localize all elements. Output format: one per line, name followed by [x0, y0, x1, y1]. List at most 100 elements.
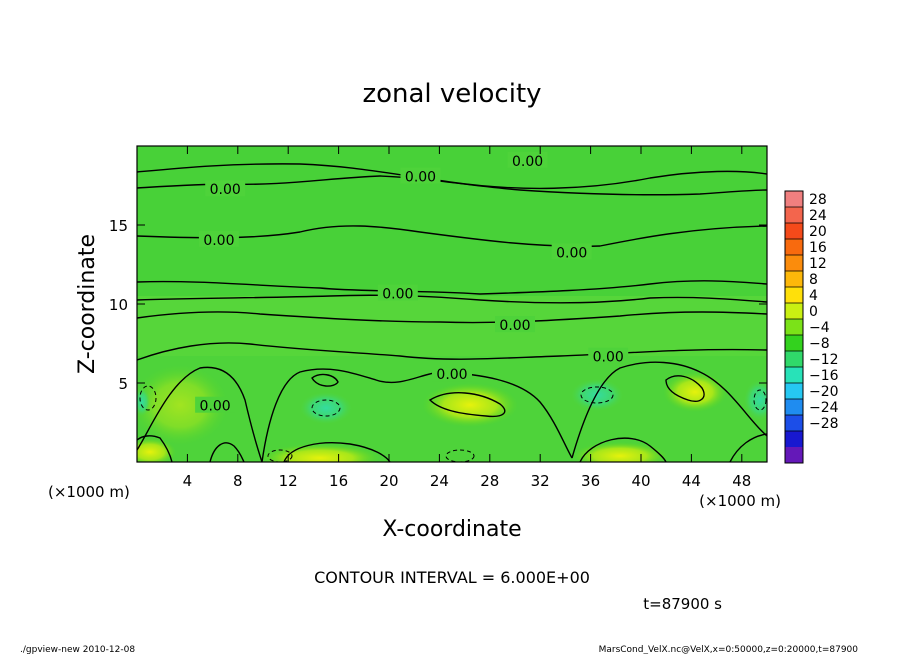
- y-axis-label: Z-coordinate: [75, 234, 100, 374]
- y-tick-label: 15: [109, 217, 128, 235]
- pos-anomaly: [260, 444, 380, 462]
- colorbar-swatch: [785, 319, 803, 336]
- colorbar-swatch: [785, 303, 803, 320]
- contour-interval-text: CONTOUR INTERVAL = 6.000E+00: [314, 568, 590, 587]
- colorbar-swatch: [785, 415, 803, 432]
- contour-lines: [137, 163, 767, 462]
- contour-label-bg: [495, 316, 535, 333]
- contour-line: [137, 435, 173, 462]
- time-label: t=87900 s: [643, 595, 722, 613]
- contour-label: 0.00: [382, 287, 413, 303]
- contour-line: [261, 368, 573, 462]
- contour-label-bg: [205, 180, 246, 197]
- contour-label-bg: [432, 365, 472, 382]
- negative-contour: [267, 449, 293, 462]
- x-tick-label: 24: [430, 472, 449, 490]
- colorbar-swatch: [785, 223, 803, 240]
- contour-label-bg: [195, 396, 236, 413]
- contour-line: [283, 442, 391, 462]
- x-tick-label: 36: [581, 472, 600, 490]
- contour-line: [209, 442, 245, 462]
- x-tick-label: 12: [279, 472, 298, 490]
- x-tick-label: 32: [531, 472, 550, 490]
- contour-line: [137, 280, 767, 295]
- contour-line: [571, 361, 767, 459]
- colorbar-swatch: [785, 431, 803, 448]
- colorbar-label: −20: [809, 384, 839, 400]
- contour-line: [729, 433, 767, 462]
- colorbar-label: −16: [809, 368, 839, 384]
- contour-label: 0.00: [556, 245, 587, 261]
- negative-contour: [311, 399, 341, 417]
- colorbar-swatch: [785, 447, 803, 464]
- colorbar-label: 12: [809, 256, 827, 272]
- x-tick-label: 44: [682, 472, 701, 490]
- contour-line: [137, 225, 767, 247]
- negative-contour: [580, 386, 614, 404]
- colorbar-swatch: [785, 335, 803, 352]
- contour-label-bg: [551, 243, 592, 260]
- colorbar-swatch: [785, 383, 803, 400]
- contour-line: [428, 392, 506, 418]
- colorbar-label: −12: [809, 352, 839, 368]
- x-unit-left: (×1000 m): [48, 483, 130, 501]
- plot-area: 0.00 0.00 0.00 0.00 0.00 0.00 0.00 0.00 0.00 0.00: [137, 146, 767, 462]
- colorbar-label: −4: [809, 320, 830, 336]
- contour-label: 0.00: [210, 182, 241, 198]
- x-axis-ticks: 4 8 12 16 20 24 28 32 36 40 44 48: [183, 146, 751, 490]
- colorbar-label: 8: [809, 272, 818, 288]
- colorbar-swatch: [785, 399, 803, 416]
- y-tick-label: 5: [118, 375, 128, 393]
- neg-anomaly: [137, 388, 150, 416]
- contour-label-bg: [377, 284, 418, 301]
- colorbar-swatch: [785, 255, 803, 272]
- neg-anomaly: [744, 380, 767, 420]
- x-unit-right: (×1000 m): [699, 492, 781, 510]
- colorbar-swatch: [785, 191, 803, 208]
- colorbar-swatch: [785, 367, 803, 384]
- colorbar-label: 20: [809, 224, 827, 240]
- colorbar-swatch: [785, 351, 803, 368]
- x-tick-label: 40: [631, 472, 650, 490]
- negative-contour: [753, 389, 767, 411]
- colorbar-label: 4: [809, 288, 818, 304]
- contour-line: [311, 373, 339, 387]
- y-tick-label: 10: [109, 296, 128, 314]
- colorbar-label: 16: [809, 240, 827, 256]
- x-tick-label: 4: [183, 472, 193, 490]
- x-tick-label: 28: [480, 472, 499, 490]
- chart-title: zonal velocity: [362, 79, 541, 109]
- contour-label: 0.00: [436, 367, 467, 383]
- neg-anomaly: [300, 392, 352, 424]
- negative-contour: [445, 449, 475, 462]
- contour-label: 0.00: [593, 350, 624, 366]
- x-axis-label: X-coordinate: [382, 517, 521, 542]
- negative-contours: [139, 385, 767, 462]
- colorbar-swatch: [785, 271, 803, 288]
- contour-label: 0.00: [512, 154, 543, 170]
- contour-line: [579, 437, 667, 462]
- pos-anomaly: [572, 442, 668, 462]
- colorbar-label: −28: [809, 416, 839, 432]
- contour-label-group: 0.00 0.00 0.00 0.00 0.00 0.00 0.00 0.00 0.00 0.00: [195, 151, 629, 415]
- neg-anomaly: [571, 379, 623, 411]
- negative-contour: [139, 385, 157, 411]
- contour-line: [137, 294, 767, 304]
- pos-anomaly: [663, 372, 727, 412]
- colorbar-swatch: [785, 239, 803, 256]
- x-tick-label: 20: [379, 472, 398, 490]
- middle-band: [137, 296, 767, 356]
- colorbar-label: −24: [809, 400, 839, 416]
- x-tick-label: 16: [329, 472, 348, 490]
- contour-label-bg: [507, 151, 548, 168]
- contour-label: 0.00: [200, 399, 231, 415]
- contour-line: [137, 342, 767, 361]
- y-axis-ticks: 5 10 15: [109, 217, 767, 393]
- colorbar-label: 0: [809, 304, 818, 320]
- colorbar-label: 24: [809, 208, 827, 224]
- footer-right: MarsCond_VelX.nc@VelX,x=0:50000,z=0:2000…: [599, 645, 859, 654]
- contour-label-bg: [198, 230, 239, 247]
- colorbar-frame: [784, 190, 804, 464]
- pos-anomaly: [137, 438, 176, 462]
